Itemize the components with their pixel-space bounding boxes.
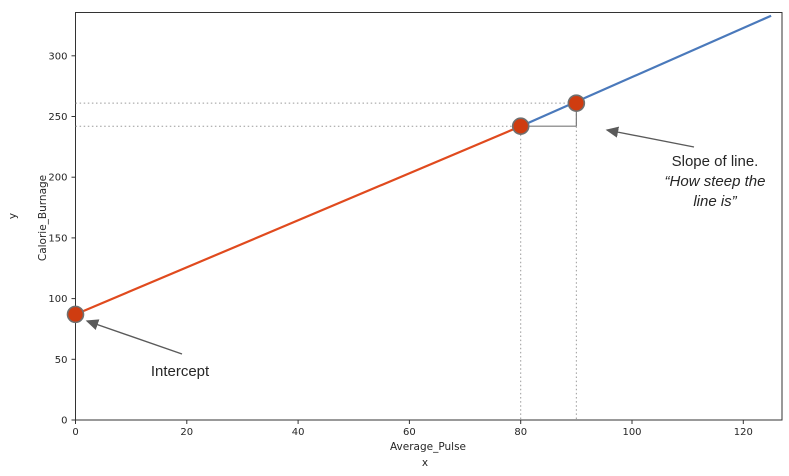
data-point-marker bbox=[511, 117, 530, 136]
x-tick-label: 100 bbox=[622, 427, 641, 438]
plot-border bbox=[75, 12, 783, 421]
x-tick-label: 120 bbox=[734, 427, 753, 438]
x-axis-unit-label: x bbox=[422, 457, 428, 469]
intercept-arrow bbox=[85, 319, 183, 355]
y-tick-label: 200 bbox=[48, 173, 67, 184]
y-tick-label: 100 bbox=[48, 294, 67, 305]
y-axis-unit-label: y bbox=[7, 213, 19, 219]
regression-line-left-segment bbox=[75, 125, 522, 316]
slope-arrow bbox=[605, 126, 695, 148]
x-tick-label: 40 bbox=[292, 427, 305, 438]
annotation-slope-line2: “How steep the bbox=[664, 173, 766, 190]
annotation-slope: Slope of line. “How steep the line is” bbox=[638, 152, 789, 212]
annotation-intercept: Intercept bbox=[150, 363, 210, 380]
y-tick-label: 0 bbox=[61, 416, 67, 427]
annotation-slope-line1: Slope of line. bbox=[671, 153, 759, 170]
x-tick-label: 60 bbox=[403, 427, 416, 438]
y-tick-label: 250 bbox=[48, 112, 67, 123]
x-tick-label: 20 bbox=[180, 427, 193, 438]
data-point-marker bbox=[66, 305, 85, 324]
data-point-marker bbox=[567, 94, 586, 112]
x-axis-label: Average_Pulse bbox=[390, 441, 466, 453]
x-tick-label: 0 bbox=[72, 427, 78, 438]
y-axis-label: Calorie_Burnage bbox=[37, 175, 49, 261]
y-tick-label: 300 bbox=[48, 51, 67, 62]
x-tick-label: 80 bbox=[514, 427, 527, 438]
regression-line-right-segment bbox=[520, 14, 772, 128]
annotation-slope-line3: line is” bbox=[693, 193, 737, 210]
y-tick-label: 150 bbox=[48, 233, 67, 244]
y-tick-label: 50 bbox=[55, 355, 68, 366]
